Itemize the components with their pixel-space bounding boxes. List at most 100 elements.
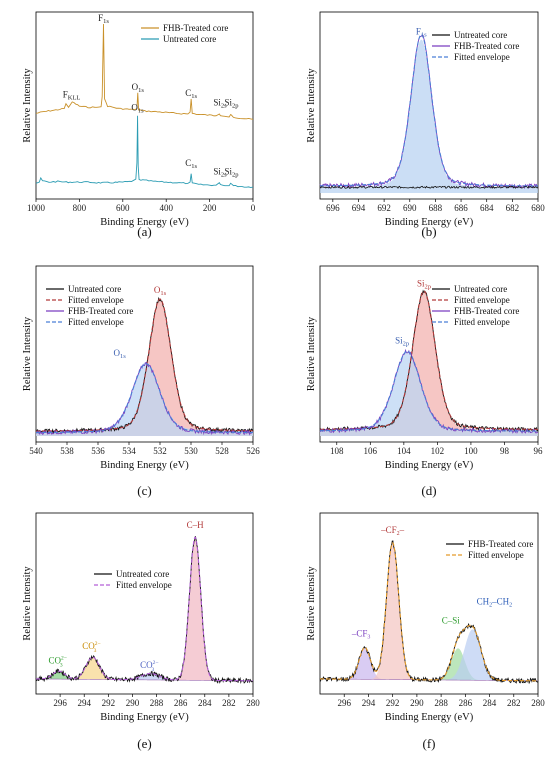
- legend-item: Untreated core: [432, 284, 507, 294]
- panel-label: (b): [421, 224, 436, 239]
- y-axis-label: Relative Intensity: [306, 316, 317, 391]
- component-fill: [320, 629, 538, 681]
- x-tick-label: 296: [337, 698, 351, 708]
- x-axis-label: Binding Energy (eV): [100, 712, 189, 723]
- panel-b: 696 694 692 690 688 686 684 682 680 Binding Energ…: [306, 11, 545, 239]
- x-tick-label: 294: [77, 698, 91, 708]
- y-axis-label: Relative Intensity: [306, 566, 317, 641]
- series-line: [319, 542, 539, 682]
- peak-label: Si2s: [213, 166, 227, 178]
- x-tick-label: 400: [159, 203, 173, 213]
- x-tick-label: 684: [480, 203, 494, 213]
- x-tick-label: 104: [397, 446, 411, 456]
- legend-item: Fitted envelope: [446, 550, 524, 560]
- x-tick-label: 292: [386, 698, 400, 708]
- x-tick-label: 690: [403, 203, 417, 213]
- series-line: [36, 298, 254, 432]
- legend-label: Fitted envelope: [68, 295, 124, 305]
- x-axis-label: Binding Energy (eV): [100, 460, 189, 471]
- x-tick-label: 284: [198, 698, 212, 708]
- x-tick-label: 290: [410, 698, 424, 708]
- series-line: [35, 115, 254, 188]
- peak-fill: [320, 292, 538, 436]
- x-tick-label: 290: [126, 698, 140, 708]
- x-tick-label: 288: [434, 698, 448, 708]
- panel-label: (e): [137, 736, 151, 751]
- x-tick-label: 528: [215, 446, 229, 456]
- peak-fill: [36, 362, 253, 436]
- legend-label: FHB-Treated core: [454, 306, 519, 316]
- series-line: [35, 536, 254, 682]
- legend-item: FHB-Treated core: [432, 306, 519, 316]
- x-axis-label: Binding Energy (eV): [100, 217, 189, 228]
- panel-e: 296 294 292 290 288 286 284 282 280 Binding Energ…: [22, 512, 260, 751]
- component-fill: [36, 657, 253, 681]
- x-tick-label: 686: [454, 203, 468, 213]
- peak-label: F1s: [416, 27, 427, 39]
- x-tick-label: 1000: [27, 203, 46, 213]
- peak-label: CH2–CH2: [477, 597, 513, 609]
- x-tick-label: 800: [73, 203, 87, 213]
- peak-label: Si2p: [395, 336, 409, 348]
- x-axis-label: Binding Energy (eV): [385, 712, 474, 723]
- legend-label: Fitted envelope: [454, 317, 510, 327]
- peak-label: –CF2–: [380, 525, 405, 537]
- legend-label: Fitted envelope: [454, 295, 510, 305]
- x-tick-label: 696: [326, 203, 340, 213]
- legend-item: Fitted envelope: [432, 52, 510, 62]
- peak-label: C1s: [185, 158, 197, 170]
- x-tick-label: 688: [429, 203, 443, 213]
- legend-item: Untreated core: [432, 30, 507, 40]
- peak-label: O1s: [114, 348, 127, 360]
- peak-label: CO2− 3: [82, 641, 100, 654]
- x-tick-label: 600: [116, 203, 130, 213]
- x-tick-label: 280: [246, 698, 260, 708]
- peak-label: –CF3: [351, 628, 371, 640]
- series-line: [35, 24, 254, 120]
- legend-label: Untreated core: [68, 284, 121, 294]
- x-tick-label: 534: [122, 446, 136, 456]
- peak-fill: [320, 351, 538, 436]
- legend-label: FHB-Treated core: [454, 41, 519, 51]
- component-fill: [36, 537, 253, 681]
- axes-frame: [319, 512, 539, 695]
- x-tick-label: 96: [534, 446, 544, 456]
- component-fill: [36, 673, 253, 681]
- legend-item: FHB-Treated core: [141, 23, 228, 33]
- x-tick-label: 282: [507, 698, 521, 708]
- x-tick-label: 98: [500, 446, 510, 456]
- legend-item: Fitted envelope: [46, 295, 124, 305]
- legend-item: FHB-Treated core: [46, 306, 133, 316]
- x-tick-label: 106: [364, 446, 378, 456]
- legend-label: Untreated core: [116, 569, 169, 579]
- peak-label: C1s: [185, 88, 197, 100]
- x-tick-label: 282: [222, 698, 236, 708]
- legend-item: FHB-Treated core: [446, 539, 533, 549]
- component-fill: [36, 671, 253, 681]
- x-tick-label: 530: [184, 446, 198, 456]
- x-tick-label: 280: [531, 698, 545, 708]
- peak-label: O1s: [132, 82, 145, 94]
- x-tick-label: 284: [483, 698, 497, 708]
- x-tick-label: 102: [431, 446, 445, 456]
- legend-label: FHB-Treated core: [163, 23, 228, 33]
- axes-frame: [35, 11, 254, 200]
- x-tick-label: 296: [53, 698, 67, 708]
- y-axis-label: Relative Intensity: [22, 68, 33, 143]
- panel-label: (a): [137, 224, 151, 239]
- x-tick-label: 286: [174, 698, 188, 708]
- legend-label: Untreated core: [163, 34, 216, 44]
- x-tick-label: 286: [459, 698, 473, 708]
- legend-item: Fitted envelope: [432, 295, 510, 305]
- axes-frame: [35, 265, 254, 443]
- peak-fill: [320, 39, 538, 193]
- legend-item: Untreated core: [94, 569, 169, 579]
- x-tick-label: 200: [203, 203, 217, 213]
- x-tick-label: 0: [251, 203, 256, 213]
